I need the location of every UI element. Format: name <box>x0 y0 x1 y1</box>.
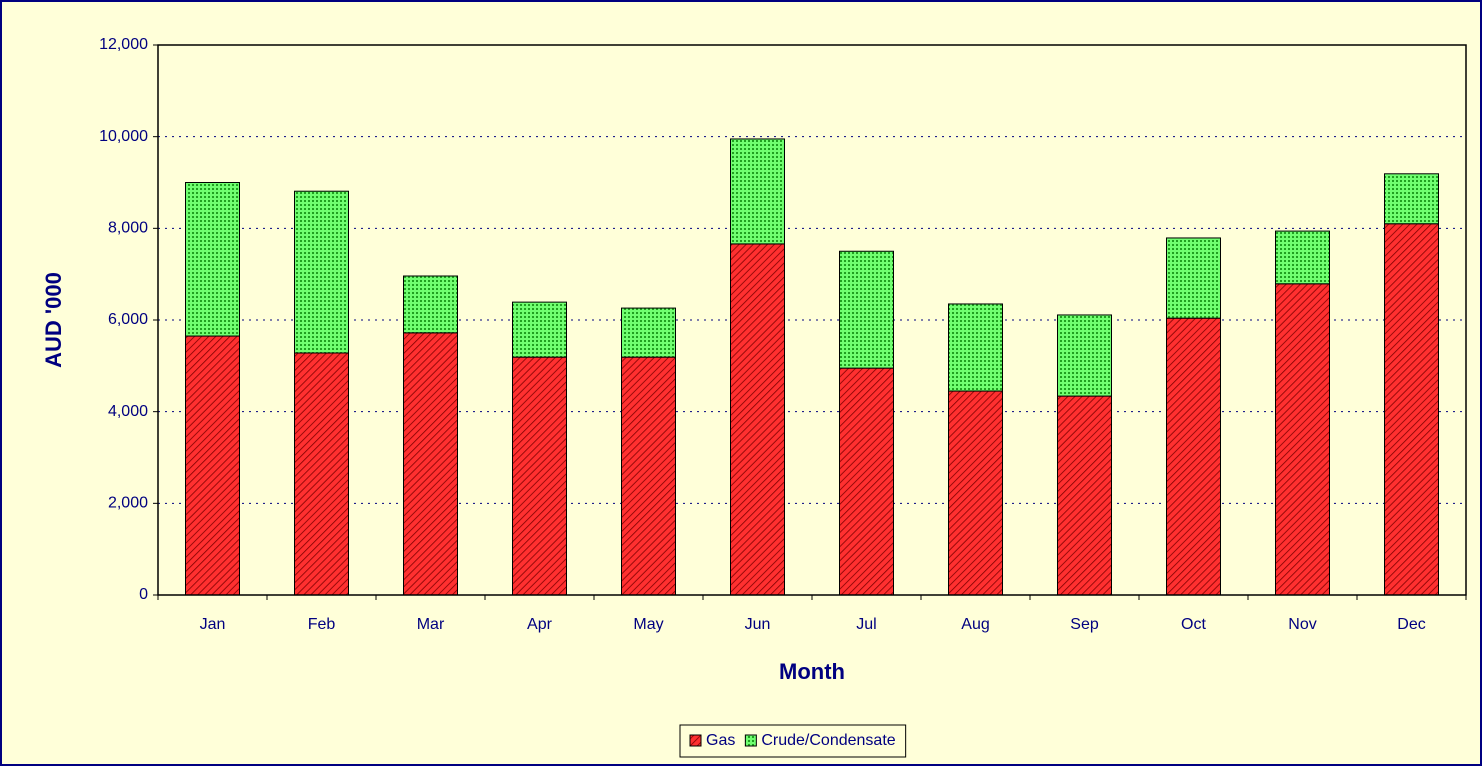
y-tick-label: 12,000 <box>99 36 148 53</box>
y-tick-label: 0 <box>139 586 148 603</box>
bar-segment <box>730 138 785 245</box>
y-tick-label: 8,000 <box>108 220 148 237</box>
y-tick-label: 6,000 <box>108 311 148 328</box>
bar-segment <box>1275 283 1330 596</box>
x-tick-label: Jun <box>745 616 771 633</box>
bar-segment <box>512 301 567 358</box>
legend-swatch <box>744 734 757 747</box>
bar-segment <box>403 275 458 334</box>
bar-segment <box>839 367 894 596</box>
plot-frame <box>157 44 1467 596</box>
bar-segment <box>839 250 894 369</box>
x-tick-label: Sep <box>1070 616 1099 633</box>
legend-box <box>679 724 907 758</box>
bar-segment <box>1384 173 1439 225</box>
x-tick-label: May <box>633 616 663 633</box>
legend-label: Crude/Condensate <box>761 732 895 749</box>
bar-segment <box>294 352 349 596</box>
bar-segment <box>403 332 458 596</box>
bar-segment <box>730 243 785 596</box>
bar-segment <box>621 307 676 358</box>
bar-segment <box>1384 223 1439 596</box>
bar-segment <box>294 190 349 354</box>
bar-segment <box>185 182 240 337</box>
x-tick-label: Mar <box>417 616 445 633</box>
bar-segment <box>1166 237 1221 319</box>
x-tick-label: Apr <box>527 616 553 633</box>
bar-segment <box>185 335 240 596</box>
y-tick-label: 10,000 <box>99 128 148 145</box>
y-tick-label: 4,000 <box>108 403 148 420</box>
bar-segment <box>512 356 567 596</box>
x-tick-label: Jan <box>200 616 226 633</box>
x-axis-title: Month <box>779 659 845 684</box>
bar-segment <box>621 356 676 596</box>
x-tick-label: Jul <box>856 616 876 633</box>
x-tick-label: Aug <box>961 616 989 633</box>
bar-segment <box>1166 317 1221 596</box>
legend-swatch <box>689 734 702 747</box>
x-tick-label: Oct <box>1181 616 1206 633</box>
y-axis-title: AUD '000 <box>41 272 66 368</box>
bar-segment <box>1057 314 1112 397</box>
bar-segment <box>948 390 1003 596</box>
bar-segment <box>1057 395 1112 596</box>
x-tick-label: Dec <box>1397 616 1425 633</box>
bar-segment <box>1275 230 1330 285</box>
y-tick-label: 2,000 <box>108 495 148 512</box>
bar-segment <box>948 303 1003 392</box>
x-tick-label: Feb <box>308 616 336 633</box>
legend-label: Gas <box>706 732 735 749</box>
x-tick-label: Nov <box>1288 616 1316 633</box>
